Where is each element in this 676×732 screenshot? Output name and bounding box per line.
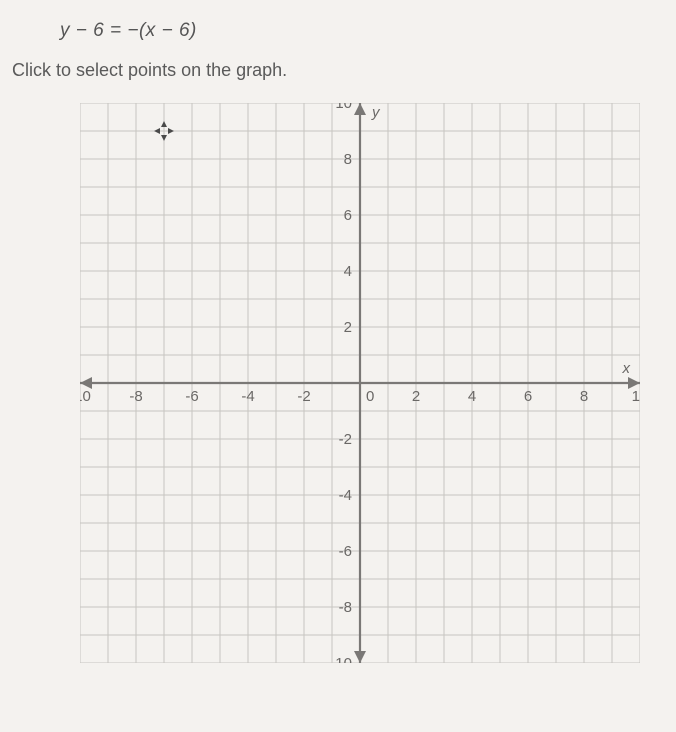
svg-text:6: 6 — [524, 388, 532, 405]
svg-text:-10: -10 — [80, 388, 91, 405]
svg-text:-6: -6 — [339, 543, 352, 560]
svg-text:-4: -4 — [339, 487, 352, 504]
svg-text:6: 6 — [344, 207, 352, 224]
instruction-text: Click to select points on the graph. — [12, 60, 664, 81]
svg-text:10: 10 — [335, 103, 352, 112]
svg-text:-2: -2 — [297, 388, 310, 405]
svg-text:10: 10 — [632, 388, 640, 405]
equation-text: y − 6 = −(x − 6) — [60, 20, 664, 42]
svg-text:x: x — [622, 360, 631, 377]
svg-text:-4: -4 — [241, 388, 254, 405]
svg-text:2: 2 — [412, 388, 420, 405]
svg-text:-8: -8 — [339, 599, 352, 616]
svg-text:4: 4 — [468, 388, 476, 405]
svg-text:4: 4 — [344, 263, 352, 280]
svg-text:-6: -6 — [185, 388, 198, 405]
svg-text:-2: -2 — [339, 431, 352, 448]
svg-text:-8: -8 — [129, 388, 142, 405]
svg-text:2: 2 — [344, 319, 352, 336]
svg-text:-10: -10 — [330, 655, 352, 663]
svg-text:8: 8 — [580, 388, 588, 405]
coordinate-graph[interactable]: -10-8-6-4-20246810108642-2-4-6-8-10xy — [80, 103, 664, 663]
svg-text:0: 0 — [366, 388, 374, 405]
svg-text:8: 8 — [344, 151, 352, 168]
